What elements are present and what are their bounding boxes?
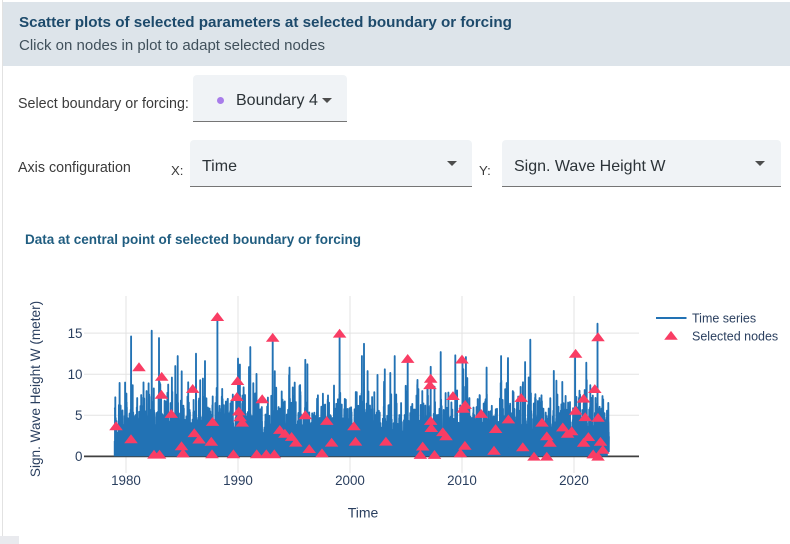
- svg-text:2020: 2020: [559, 473, 589, 488]
- svg-text:0: 0: [75, 449, 82, 464]
- svg-text:Selected nodes: Selected nodes: [692, 330, 778, 344]
- svg-text:10: 10: [68, 367, 83, 382]
- svg-text:15: 15: [68, 326, 83, 341]
- svg-text:2000: 2000: [335, 473, 365, 488]
- svg-text:Time series: Time series: [692, 312, 756, 326]
- svg-text:5: 5: [75, 408, 82, 423]
- svg-text:1990: 1990: [223, 473, 253, 488]
- svg-text:Time: Time: [348, 505, 379, 521]
- svg-text:1980: 1980: [111, 473, 141, 488]
- svg-text:2010: 2010: [447, 473, 477, 488]
- svg-text:Sign. Wave Height W (meter): Sign. Wave Height W (meter): [28, 301, 43, 477]
